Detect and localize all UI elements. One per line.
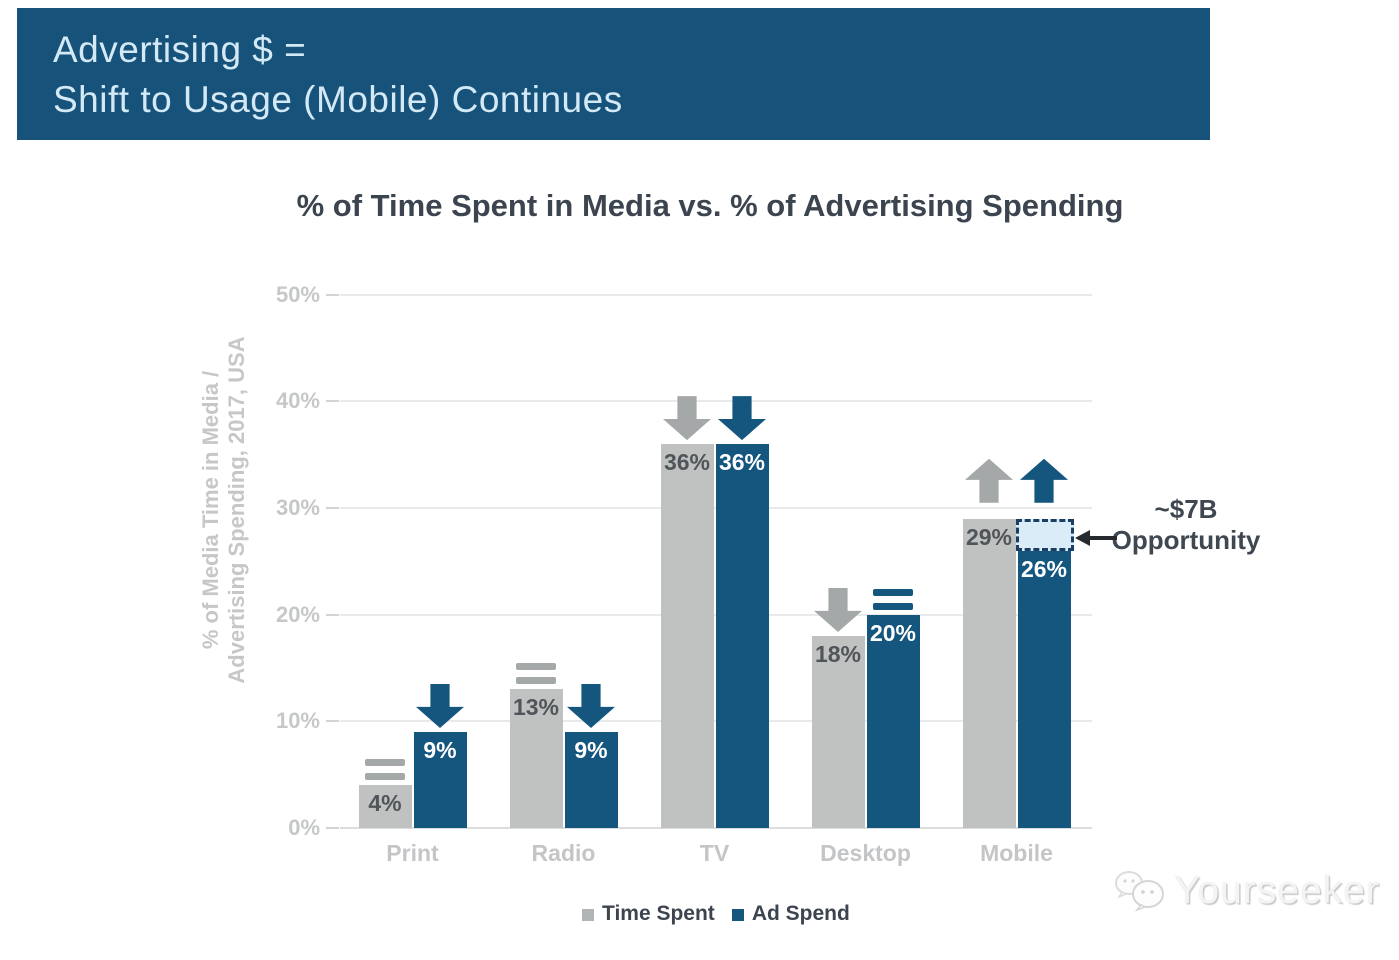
value-label-time-spent-tv: 36%: [663, 449, 711, 476]
trend-down-arrow-icon: [718, 396, 766, 441]
category-label-radio: Radio: [531, 840, 596, 866]
bar-ad-spend-print: [413, 732, 467, 828]
legend-label-ad-spend: Ad Spend: [751, 902, 850, 925]
trend-flat-icon: [516, 677, 556, 685]
opportunity-annotation-line1: ~$7B: [1154, 494, 1218, 524]
trend-flat-icon: [365, 759, 405, 767]
annotation-arrow-head-icon: [1075, 530, 1090, 546]
legend-item-time-spent: Time Spent: [582, 902, 715, 926]
legend-item-ad-spend: Ad Spend: [731, 902, 850, 926]
y-tick-label-40: 40%: [275, 388, 320, 414]
value-label-ad-spend-mobile: 26%: [1020, 555, 1068, 582]
y-tick-label-30: 30%: [275, 495, 320, 521]
trend-down-arrow-icon: [663, 396, 711, 441]
category-label-mobile: Mobile: [980, 840, 1053, 866]
trend-up-arrow-icon: [1020, 458, 1068, 503]
legend-swatch-ad-spend: [731, 909, 744, 921]
y-tick-10: [326, 720, 339, 723]
y-tick-label-10: 10%: [275, 708, 320, 734]
bar-time-spent-desktop: [811, 636, 865, 828]
slide-title-banner: Advertising $ = Shift to Usage (Mobile) …: [17, 8, 1210, 140]
gridline-50: [340, 293, 1092, 296]
bar-time-spent-mobile: [962, 518, 1016, 828]
y-tick-50: [326, 293, 339, 296]
chart-title: % of Time Spent in Media vs. % of Advert…: [296, 188, 1124, 223]
trend-flat-icon: [516, 663, 556, 671]
opportunity-annotation: ~$7B Opportunity: [1111, 494, 1261, 556]
value-label-ad-spend-desktop: 20%: [869, 619, 917, 646]
watermark: Yourseeker: [1112, 868, 1380, 914]
bar-time-spent-radio: [509, 689, 563, 828]
y-tick-30: [326, 507, 339, 510]
category-label-tv: TV: [699, 840, 730, 866]
legend-label-time-spent: Time Spent: [602, 902, 715, 925]
gridline-40: [340, 400, 1092, 403]
trend-flat-icon: [365, 773, 405, 781]
y-tick-label-20: 20%: [275, 601, 320, 627]
bar-time-spent-print: [358, 785, 412, 828]
bar-ad-spend-radio: [564, 732, 618, 828]
bar-ad-spend-mobile: [1017, 550, 1071, 828]
value-label-time-spent-print: 4%: [368, 790, 402, 817]
value-label-ad-spend-tv: 36%: [718, 449, 766, 476]
y-tick-20: [326, 613, 339, 616]
trend-flat-icon: [873, 602, 913, 610]
bar-ad-spend-tv: [715, 444, 769, 828]
category-label-print: Print: [386, 840, 439, 866]
value-label-time-spent-desktop: 18%: [814, 641, 862, 668]
slide-title-line2: Shift to Usage (Mobile) Continues: [53, 79, 623, 120]
annotation-arrow-line: [1089, 536, 1117, 540]
trend-down-arrow-icon: [814, 588, 862, 633]
slide-title-line1: Advertising $ =: [53, 29, 307, 70]
chart-legend: Time Spent Ad Spend: [582, 902, 850, 926]
opportunity-annotation-line2: Opportunity: [1111, 525, 1261, 555]
value-label-ad-spend-print: 9%: [423, 737, 457, 764]
value-label-time-spent-radio: 13%: [512, 694, 560, 721]
y-axis-label-line1: % of Media Time in Media /: [198, 370, 223, 650]
category-label-desktop: Desktop: [820, 840, 911, 866]
y-tick-0: [326, 827, 339, 829]
trend-flat-icon: [873, 588, 913, 596]
value-label-time-spent-mobile: 29%: [965, 523, 1013, 550]
y-tick-40: [326, 400, 339, 403]
y-tick-label-50: 50%: [275, 281, 320, 307]
watermark-text: Yourseeker: [1174, 869, 1380, 912]
y-tick-label-0: 0%: [288, 815, 320, 840]
bar-ad-spend-desktop: [866, 614, 920, 828]
value-label-ad-spend-radio: 9%: [574, 737, 608, 764]
trend-up-arrow-icon: [965, 458, 1013, 503]
legend-swatch-time-spent: [582, 909, 594, 921]
bar-time-spent-tv: [660, 444, 714, 828]
gridline-0: [340, 827, 1092, 829]
opportunity-gap-box: [1015, 518, 1074, 551]
chat-bubbles-logo-icon: [1115, 871, 1164, 912]
